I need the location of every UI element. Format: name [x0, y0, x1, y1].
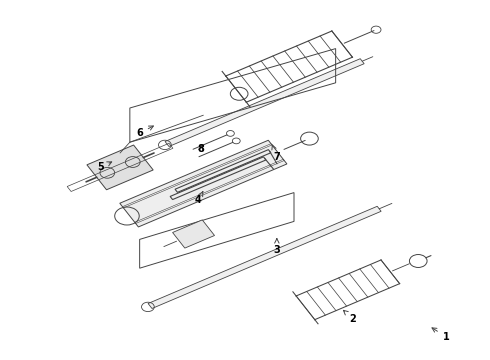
Text: 7: 7 — [272, 145, 280, 162]
Text: 8: 8 — [197, 144, 204, 154]
Polygon shape — [165, 59, 364, 147]
Polygon shape — [120, 140, 287, 227]
Text: 2: 2 — [343, 310, 356, 324]
Text: 4: 4 — [195, 192, 203, 205]
Polygon shape — [87, 145, 153, 190]
Text: 6: 6 — [136, 126, 153, 138]
Text: 5: 5 — [97, 162, 112, 172]
Text: 1: 1 — [432, 328, 449, 342]
Polygon shape — [172, 220, 215, 248]
Polygon shape — [148, 206, 381, 309]
Text: 3: 3 — [273, 239, 280, 255]
